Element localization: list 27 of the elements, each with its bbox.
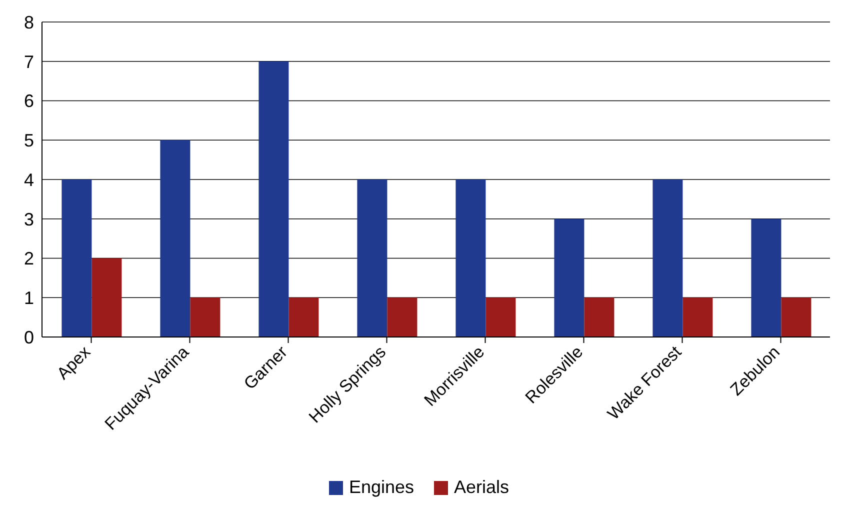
bar <box>751 218 782 337</box>
y-tick-label: 2 <box>24 248 34 269</box>
bar <box>682 298 713 337</box>
y-tick-label: 8 <box>24 12 34 32</box>
bar <box>258 61 289 337</box>
legend-label: Aerials <box>454 477 510 498</box>
bar <box>456 180 486 337</box>
bar <box>781 298 812 337</box>
y-tick-label: 5 <box>24 130 34 151</box>
y-tick-label: 6 <box>24 91 34 112</box>
bar <box>92 258 122 337</box>
bar <box>62 180 92 337</box>
y-tick-label: 3 <box>24 209 34 230</box>
legend-label: Engines <box>348 477 414 498</box>
bar <box>554 218 584 337</box>
y-tick-label: 7 <box>24 52 34 72</box>
bar <box>160 140 190 337</box>
y-tick-label: 0 <box>24 327 34 348</box>
bar <box>357 180 388 337</box>
bar <box>584 298 614 337</box>
bar <box>288 298 319 337</box>
bar <box>652 180 683 337</box>
bar <box>486 298 516 337</box>
bar <box>387 298 418 337</box>
y-tick-label: 1 <box>24 288 34 308</box>
y-tick-label: 4 <box>24 170 34 190</box>
bar <box>190 298 220 337</box>
